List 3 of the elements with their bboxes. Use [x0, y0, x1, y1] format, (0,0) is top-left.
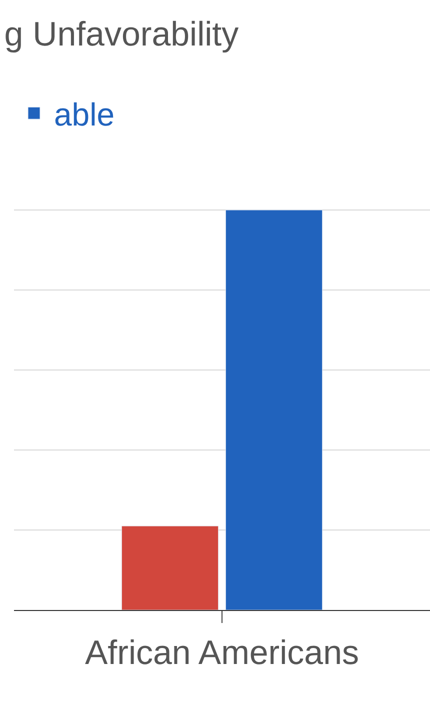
x-tick-label: African Americans: [85, 634, 359, 672]
chart-title: g Unfavorability: [4, 15, 239, 54]
legend-label: able: [54, 96, 114, 133]
